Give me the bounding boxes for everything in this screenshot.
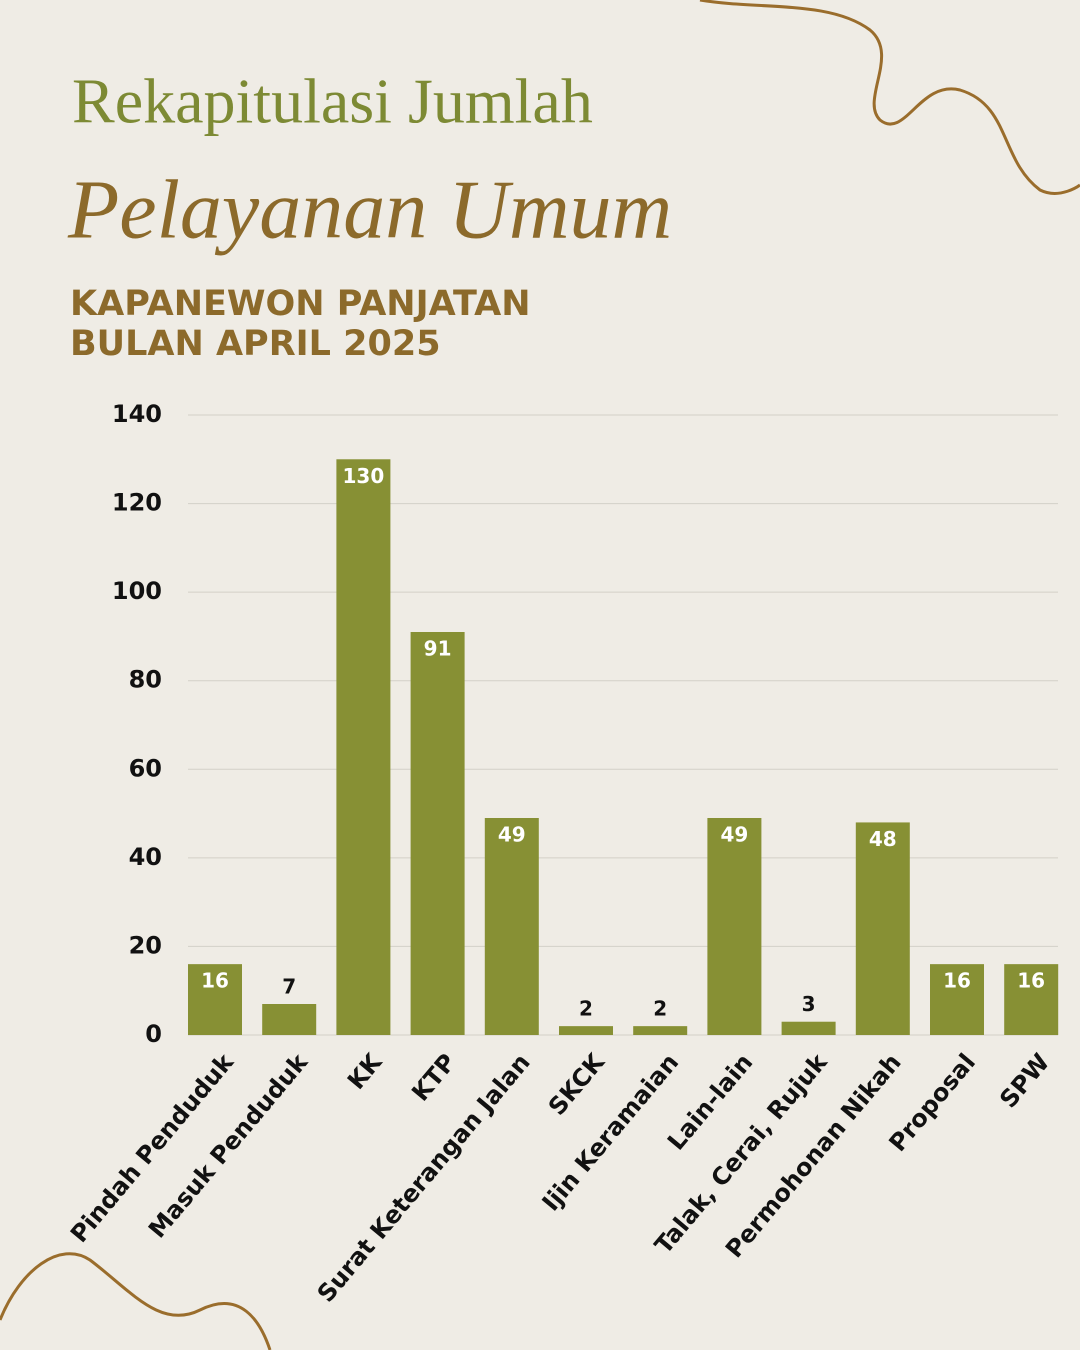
value-label: 49 (498, 823, 526, 847)
bar (781, 1021, 836, 1035)
bar (633, 1026, 688, 1035)
value-label: 49 (720, 823, 748, 847)
bar (707, 818, 762, 1035)
bar (336, 459, 391, 1035)
subtitle-line: KAPANEWON PANJATAN (70, 284, 531, 324)
y-tick-label: 20 (129, 931, 162, 959)
bar (559, 1026, 613, 1035)
value-label: 2 (579, 997, 593, 1021)
value-label: 3 (802, 992, 816, 1016)
value-label: 7 (282, 975, 296, 999)
value-label: 16 (1017, 969, 1045, 993)
y-tick-label: 0 (145, 1020, 162, 1048)
y-tick-label: 60 (129, 754, 162, 782)
value-label: 16 (201, 969, 229, 993)
y-tick-label: 80 (129, 666, 162, 694)
decorative-curve (699, 0, 1080, 195)
bar (855, 822, 910, 1035)
bar (930, 964, 984, 1035)
decorative-curve (0, 1252, 272, 1350)
value-label: 16 (943, 969, 971, 993)
subtitle-line: BULAN APRIL 2025 (70, 324, 441, 364)
y-tick-label: 40 (129, 843, 162, 871)
title-line: Rekapitulasi Jumlah (72, 66, 593, 137)
y-tick-label: 140 (112, 400, 162, 428)
bar (262, 1004, 317, 1035)
bar (484, 818, 539, 1035)
value-label: 2 (653, 997, 667, 1021)
bar (188, 964, 242, 1035)
bar (1004, 964, 1059, 1035)
y-tick-label: 120 (112, 489, 162, 517)
value-label: 48 (869, 827, 897, 851)
bar (410, 632, 465, 1035)
title-line: Pelayanan Umum (67, 163, 672, 256)
value-label: 91 (424, 637, 452, 661)
value-label: 130 (343, 464, 385, 488)
y-tick-label: 100 (112, 577, 162, 605)
